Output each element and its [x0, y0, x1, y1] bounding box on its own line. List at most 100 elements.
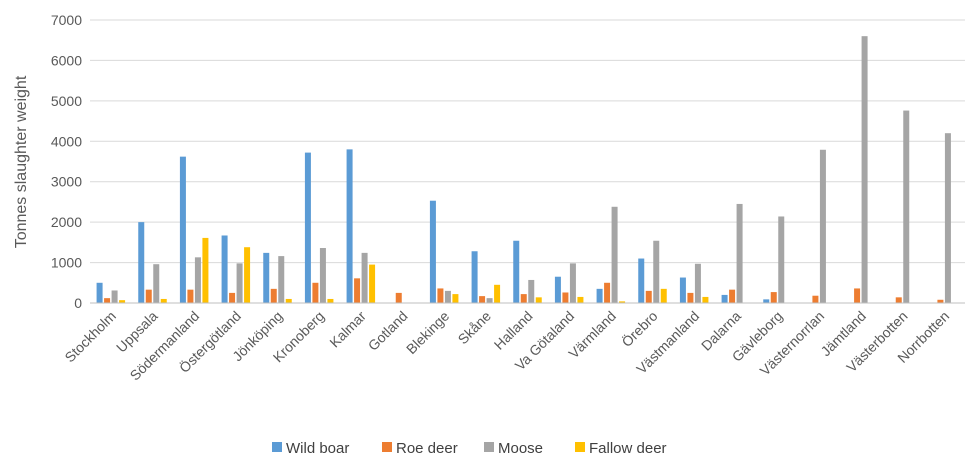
bar-roe-deer — [604, 282, 611, 303]
bar-wild-boar — [471, 251, 478, 303]
bar-moose — [236, 263, 243, 303]
bar-wild-boar — [638, 258, 645, 303]
bar-wild-boar — [346, 149, 353, 303]
bar-roe-deer — [145, 289, 152, 303]
y-tick-label: 4000 — [51, 133, 82, 149]
bar-moose — [694, 263, 701, 303]
bar-roe-deer — [187, 289, 194, 303]
bar-roe-deer — [812, 295, 819, 303]
bar-fallow-deer — [452, 294, 459, 303]
bar-roe-deer — [729, 289, 736, 303]
legend-swatch — [382, 442, 392, 452]
legend-swatch — [575, 442, 585, 452]
bar-fallow-deer — [285, 298, 292, 303]
bar-roe-deer — [937, 299, 944, 303]
bars — [96, 36, 951, 304]
y-tick-label: 2000 — [51, 214, 82, 230]
y-tick-label: 3000 — [51, 174, 82, 190]
bar-roe-deer — [354, 278, 361, 303]
bar-moose — [528, 279, 535, 303]
legend-label: Roe deer — [396, 440, 458, 457]
bar-fallow-deer — [119, 300, 126, 303]
x-tick-labels: StockholmUppsalaSödermanlandÖstergötland… — [61, 307, 952, 384]
legend-swatch — [272, 442, 282, 452]
bar-fallow-deer — [702, 296, 709, 303]
bar-moose — [778, 216, 785, 303]
bar-moose — [903, 110, 910, 303]
bar-roe-deer — [104, 298, 111, 303]
bar-moose — [653, 240, 660, 303]
legend-item: Moose — [484, 440, 543, 457]
bar-roe-deer — [562, 292, 569, 303]
bar-roe-deer — [687, 292, 694, 303]
bar-fallow-deer — [619, 301, 626, 303]
x-tick-label: Stockholm — [61, 308, 119, 366]
bar-wild-boar — [96, 282, 103, 303]
bar-moose — [611, 206, 618, 303]
y-tick-label: 0 — [74, 295, 82, 311]
bar-roe-deer — [645, 290, 652, 303]
bar-moose — [944, 133, 951, 303]
legend-item: Wild boar — [272, 440, 349, 457]
bar-wild-boar — [429, 200, 436, 303]
legend: Wild boar Roe deer Moose Fallow deer — [272, 440, 667, 457]
bar-wild-boar — [138, 222, 145, 303]
legend-label: Wild boar — [286, 440, 349, 457]
bar-moose — [361, 252, 368, 303]
bar-moose — [736, 203, 743, 303]
bar-wild-boar — [554, 276, 561, 303]
gridlines — [90, 19, 965, 264]
bar-wild-boar — [596, 288, 603, 303]
bar-wild-boar — [179, 156, 186, 303]
bar-roe-deer — [229, 292, 236, 303]
bar-moose — [444, 290, 451, 303]
y-tick-labels: 0 1000 2000 3000 4000 5000 6000 7000 — [51, 12, 82, 311]
bar-fallow-deer — [244, 247, 251, 303]
bar-moose — [194, 257, 201, 303]
bar-moose — [111, 290, 118, 303]
bar-moose — [819, 149, 826, 303]
y-tick-label: 1000 — [51, 255, 82, 271]
bar-roe-deer — [479, 296, 486, 303]
bar-fallow-deer — [369, 264, 376, 303]
y-tick-label: 5000 — [51, 93, 82, 109]
y-axis-title: Tonnes slaughter weight — [13, 75, 30, 248]
legend-label: Moose — [498, 440, 543, 457]
bar-roe-deer — [270, 288, 277, 303]
x-tick-label: Skåne — [455, 308, 495, 348]
bar-fallow-deer — [202, 237, 209, 303]
bar-roe-deer — [895, 297, 902, 303]
bar-wild-boar — [763, 299, 770, 303]
bar-fallow-deer — [660, 288, 667, 303]
bar-roe-deer — [520, 294, 527, 303]
y-tick-label: 7000 — [51, 12, 82, 28]
bar-moose — [861, 36, 868, 304]
bar-moose — [569, 263, 576, 303]
bar-moose — [278, 256, 285, 303]
bar-wild-boar — [679, 277, 686, 303]
bar-moose — [319, 248, 326, 303]
bar-roe-deer — [437, 288, 444, 303]
bar-fallow-deer — [535, 297, 542, 303]
bar-moose — [153, 264, 160, 303]
bar-wild-boar — [721, 294, 728, 303]
bar-fallow-deer — [577, 296, 584, 303]
bar-wild-boar — [221, 235, 228, 303]
legend-label: Fallow deer — [589, 440, 667, 457]
bar-fallow-deer — [327, 298, 334, 303]
bar-roe-deer — [312, 282, 319, 303]
bar-wild-boar — [263, 252, 270, 303]
bar-fallow-deer — [494, 284, 501, 303]
legend-item: Fallow deer — [575, 440, 667, 457]
bar-wild-boar — [513, 240, 520, 303]
bar-fallow-deer — [160, 298, 167, 303]
bar-roe-deer — [395, 292, 402, 303]
y-tick-label: 6000 — [51, 52, 82, 68]
bar-roe-deer — [854, 288, 861, 303]
x-tick-label: Kalmar — [326, 308, 369, 351]
bar-roe-deer — [770, 292, 777, 303]
legend-item: Roe deer — [382, 440, 458, 457]
bar-moose — [486, 298, 493, 303]
